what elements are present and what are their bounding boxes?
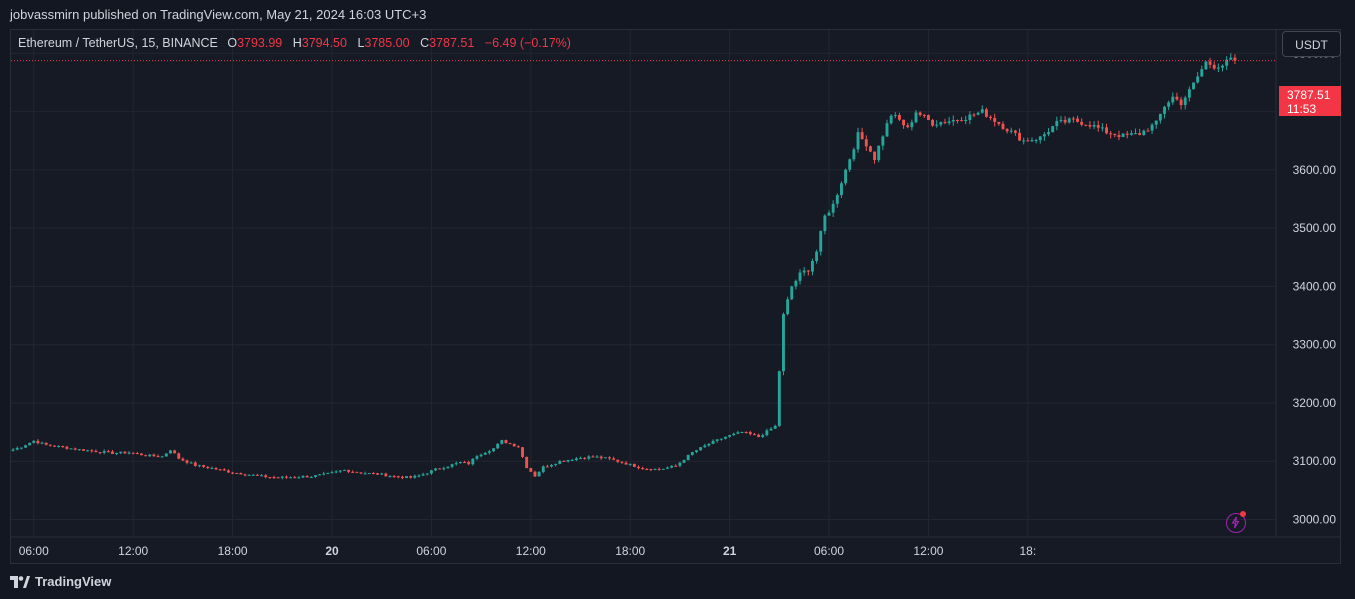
open-value: 3793.99: [237, 36, 283, 50]
symbol-title[interactable]: Ethereum / TetherUS, 15, BINANCE: [18, 36, 218, 50]
tradingview-logo-icon: [10, 575, 30, 588]
open-label: O: [227, 36, 238, 50]
candle-countdown: 11:53: [1287, 102, 1317, 116]
chart-pane[interactable]: [10, 29, 1341, 564]
tradingview-brand: TradingView: [35, 574, 112, 589]
low-value: 3785.00: [364, 36, 410, 50]
high-value: 3794.50: [301, 36, 347, 50]
close-label: C: [420, 36, 430, 50]
lightning-icon[interactable]: [1226, 511, 1246, 533]
publish-header: jobvassmirn published on TradingView.com…: [0, 0, 1355, 30]
ohlc-legend: Ethereum / TetherUS, 15, BINANCE O3793.9…: [18, 36, 578, 50]
low-label: L: [357, 36, 365, 50]
tradingview-logo[interactable]: TradingView: [10, 574, 111, 589]
last-price-value: 3787.51: [1287, 88, 1331, 102]
currency-button[interactable]: USDT: [1282, 31, 1341, 57]
change-value: −6.49 (−0.17%): [484, 36, 571, 50]
last-price-tag: 3787.51 11:53: [1279, 86, 1341, 116]
close-value: 3787.51: [429, 36, 475, 50]
high-label: H: [292, 36, 302, 50]
footer-bar: [0, 565, 1355, 599]
published-text: jobvassmirn published on TradingView.com…: [10, 7, 427, 22]
